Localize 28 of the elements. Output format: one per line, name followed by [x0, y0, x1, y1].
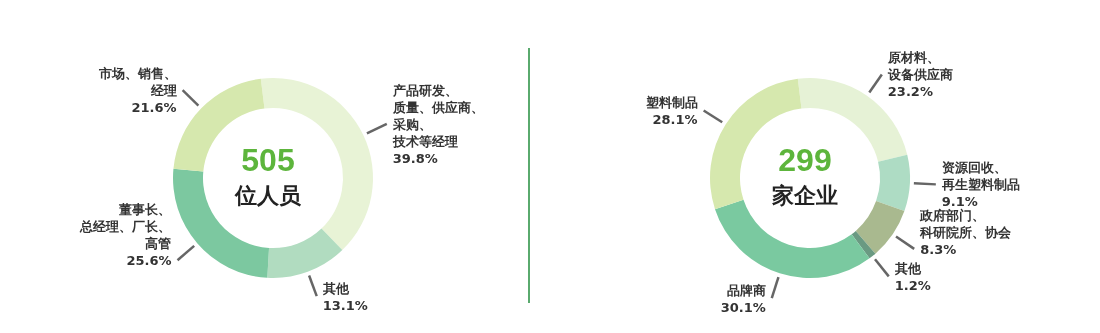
data-label: 23.2% — [887, 84, 933, 100]
slice-label: 原材料、设备供应商 — [886, 50, 953, 83]
data-label: 13.1% — [322, 297, 368, 313]
donut-slice — [876, 154, 910, 212]
slice-label: 资源回收、再生塑料制品 — [940, 160, 1020, 193]
slice-label: 产品研发、质量、供应商、采购、技术等经理 — [391, 82, 484, 149]
slice-label: 政府部门、科研院所、协会 — [919, 207, 1013, 240]
donut-slice — [855, 201, 905, 254]
data-label: 30.1% — [720, 299, 766, 315]
data-label: 28.1% — [652, 111, 698, 127]
text: 299 — [778, 142, 832, 178]
data-label: 1.2% — [894, 277, 931, 293]
data-label: 21.6% — [131, 100, 177, 116]
text: 家企业 — [771, 183, 838, 208]
data-label: 8.3% — [920, 241, 957, 257]
slice-label: 塑料制品 — [644, 94, 698, 110]
slice-label: 董事长、总经理、厂长、高管 — [79, 202, 172, 252]
donut-slice — [851, 230, 876, 259]
slice-label: 其他 — [321, 280, 350, 296]
data-label: 39.8% — [392, 150, 438, 166]
slice-label: 其他 — [893, 260, 922, 276]
data-label: 9.1% — [941, 194, 978, 210]
slice-label: 品牌商 — [726, 282, 766, 298]
text: 505 — [241, 142, 295, 178]
data-label: 25.6% — [126, 253, 172, 269]
donut-slice — [267, 228, 343, 278]
text: 位人员 — [234, 183, 302, 208]
slice-label: 市场、销售、经理 — [97, 66, 177, 99]
